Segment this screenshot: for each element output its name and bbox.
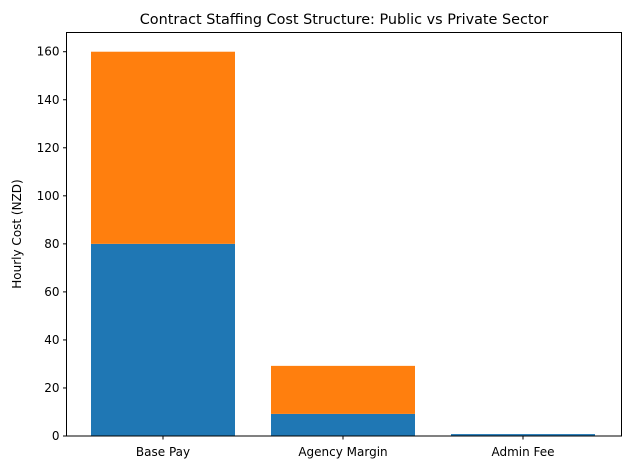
y-tick-label: 120 bbox=[37, 141, 60, 155]
y-ticks: 0 20 40 60 80 100 120 140 160 bbox=[37, 45, 67, 443]
y-tick-label: 140 bbox=[37, 93, 60, 107]
y-tick-label: 100 bbox=[37, 189, 60, 203]
x-tick-label: Agency Margin bbox=[298, 445, 387, 459]
bar-series1-admin-fee bbox=[451, 434, 595, 436]
y-tick-label: 20 bbox=[44, 381, 59, 395]
bar-series2-base-pay bbox=[91, 51, 235, 244]
bar-series1-base-pay bbox=[91, 243, 235, 436]
bars bbox=[91, 51, 595, 436]
bar-series1-agency-margin bbox=[271, 413, 415, 436]
y-tick-label: 160 bbox=[37, 45, 60, 59]
x-tick-label: Base Pay bbox=[136, 445, 190, 459]
y-axis-label: Hourly Cost (NZD) bbox=[10, 179, 24, 288]
plot-frame bbox=[66, 32, 622, 437]
chart-title: Contract Staffing Cost Structure: Public… bbox=[140, 12, 549, 28]
x-tick-label: Admin Fee bbox=[491, 445, 554, 459]
y-tick-label: 60 bbox=[44, 285, 59, 299]
x-ticks: Base Pay Agency Margin Admin Fee bbox=[136, 436, 555, 459]
y-tick-label: 40 bbox=[44, 333, 59, 347]
y-tick-label: 80 bbox=[44, 237, 59, 251]
bar-series2-agency-margin bbox=[271, 365, 415, 414]
y-tick-label: 0 bbox=[52, 429, 60, 443]
